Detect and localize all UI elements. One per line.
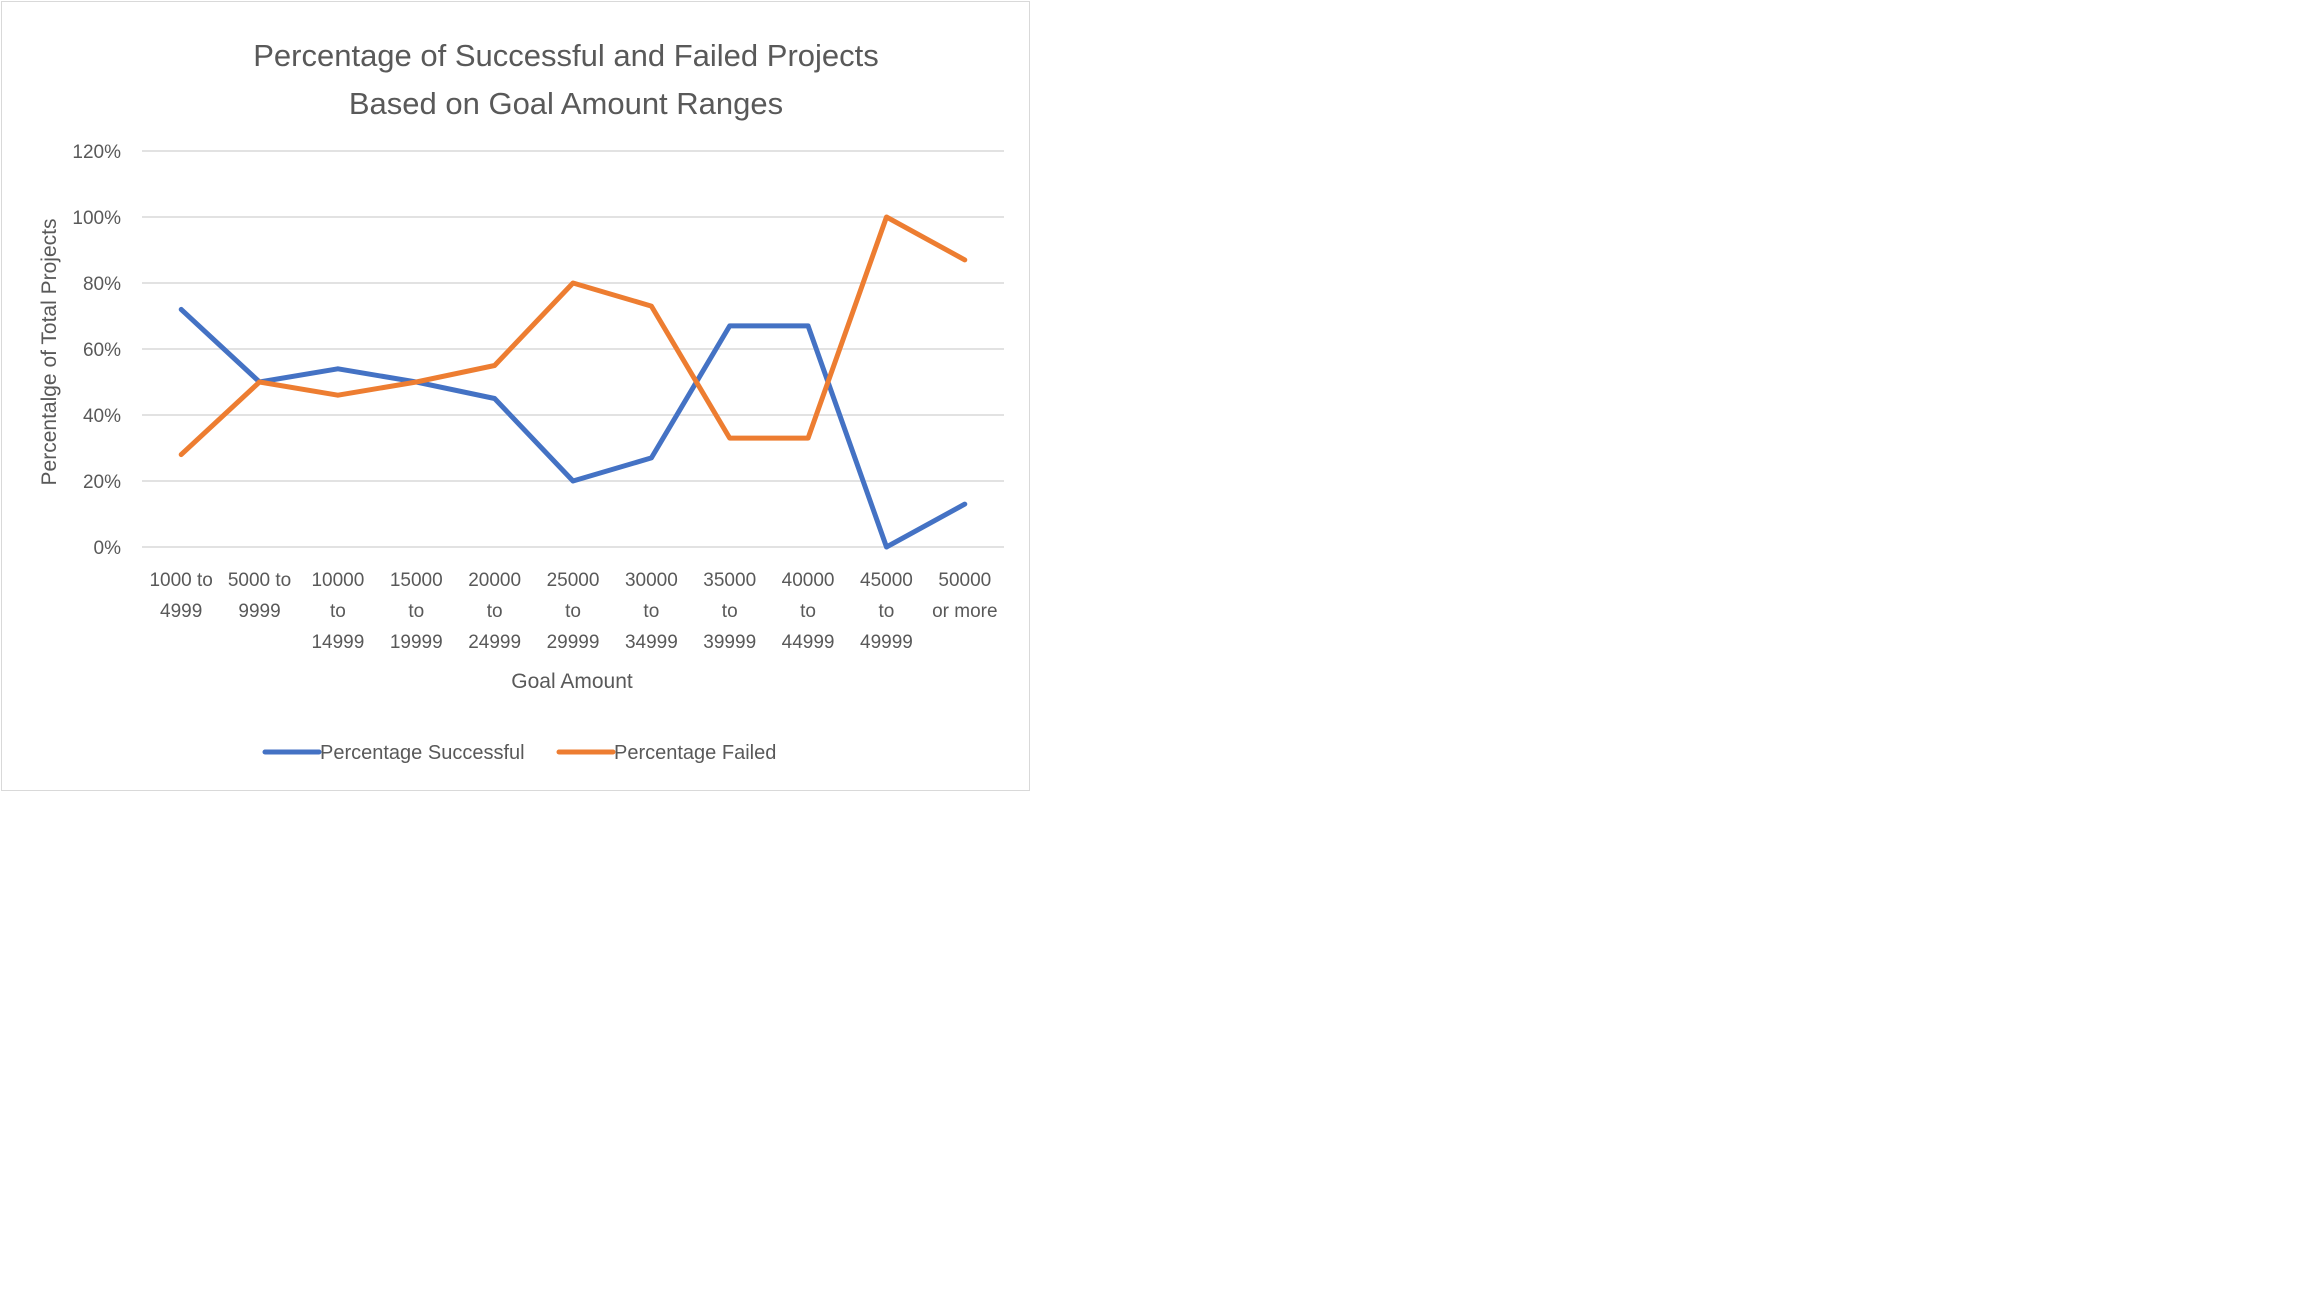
x-tick-label: 49999 xyxy=(860,632,913,653)
x-tick-label: 40000 xyxy=(782,570,835,591)
x-tick-label: 20000 xyxy=(468,570,521,591)
chart-title-line-1: Percentage of Successful and Failed Proj… xyxy=(253,38,879,73)
x-tick-label: to xyxy=(408,601,424,622)
x-tick-label: 1000 to xyxy=(149,570,212,591)
x-tick-label: 45000 xyxy=(860,570,913,591)
legend-label: Percentage Successful xyxy=(320,742,525,764)
x-tick-label: 30000 xyxy=(625,570,678,591)
x-tick-label: 5000 to xyxy=(228,570,291,591)
chart-frame: Percentage of Successful and Failed Proj… xyxy=(1,1,1030,791)
x-tick-label: 35000 xyxy=(703,570,756,591)
x-tick-label: 9999 xyxy=(238,601,280,622)
x-tick-label: to xyxy=(800,601,816,622)
legend: Percentage Successful Percentage Failed xyxy=(262,742,776,764)
x-tick-label: 39999 xyxy=(703,632,756,653)
x-tick-label: 29999 xyxy=(547,632,600,653)
gridlines xyxy=(142,150,1004,548)
y-tick-label: 80% xyxy=(83,274,121,295)
x-tick-label: to xyxy=(879,601,895,622)
x-tick-label: 34999 xyxy=(625,632,678,653)
x-tick-label: to xyxy=(330,601,346,622)
y-tick-label: 0% xyxy=(94,538,122,559)
series-line-percentage-successful xyxy=(178,306,968,550)
y-tick-label: 40% xyxy=(83,406,121,427)
y-tick-label: 120% xyxy=(72,142,121,163)
x-tick-label: to xyxy=(643,601,659,622)
y-axis-title: Percentalge of Total Projects xyxy=(38,219,61,486)
x-tick-label: 14999 xyxy=(311,632,364,653)
x-tick-label: to xyxy=(487,601,503,622)
x-tick-label: 25000 xyxy=(547,570,600,591)
x-tick-label: or more xyxy=(932,601,997,622)
x-tick-label: 4999 xyxy=(160,601,202,622)
chart-title-line-2: Based on Goal Amount Ranges xyxy=(349,86,783,121)
x-tick-label: to xyxy=(565,601,581,622)
x-tick-label: 44999 xyxy=(782,632,835,653)
legend-label: Percentage Failed xyxy=(614,742,776,764)
y-tick-label: 60% xyxy=(83,340,121,361)
series-line-percentage-failed xyxy=(178,214,968,458)
x-tick-label: 10000 xyxy=(311,570,364,591)
y-axis-ticks: 0% 20% 40% 60% 80% 100% 120% xyxy=(72,142,121,559)
x-axis-title: Goal Amount xyxy=(511,670,633,693)
x-tick-label: 50000 xyxy=(938,570,991,591)
x-axis-ticks: 1000 to 4999 5000 to 9999 10000 to 14999 15000 t… xyxy=(149,570,997,653)
x-tick-label: 24999 xyxy=(468,632,521,653)
series-lines xyxy=(178,214,968,550)
y-tick-label: 100% xyxy=(72,208,121,229)
x-tick-label: 19999 xyxy=(390,632,443,653)
x-tick-label: 15000 xyxy=(390,570,443,591)
y-tick-label: 20% xyxy=(83,472,121,493)
x-tick-label: to xyxy=(722,601,738,622)
line-chart: Percentage of Successful and Failed Proj… xyxy=(38,38,1004,764)
